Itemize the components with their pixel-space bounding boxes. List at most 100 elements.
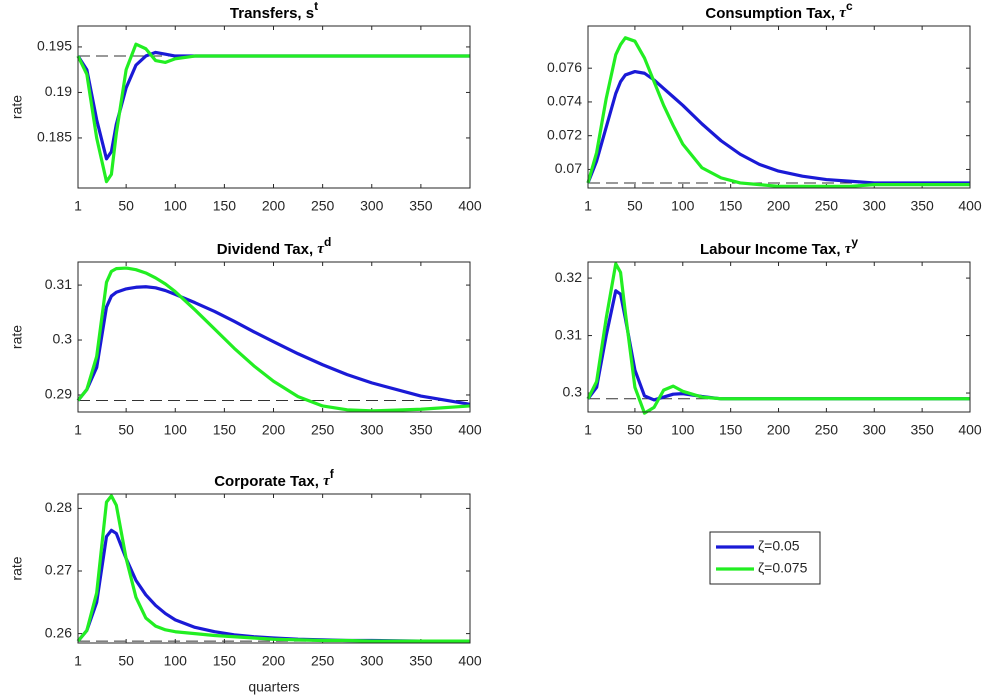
y-tick-label: 0.3 xyxy=(53,331,73,347)
x-tick-label: 350 xyxy=(409,198,433,214)
y-tick-label: 0.072 xyxy=(547,126,582,142)
x-tick-label: 100 xyxy=(671,198,695,214)
title-symbol: τ xyxy=(839,5,847,21)
title-superscript: t xyxy=(314,0,318,13)
x-tick-label: 350 xyxy=(910,422,934,438)
x-tick-label: 150 xyxy=(213,198,237,214)
x-tick-label: 400 xyxy=(958,198,982,214)
series-line xyxy=(586,69,970,185)
axes-background xyxy=(588,26,970,188)
title-superscript: y xyxy=(851,235,858,249)
x-tick-label: 1 xyxy=(584,422,592,438)
y-tick-label: 0.32 xyxy=(555,269,582,285)
x-tick-label: 50 xyxy=(118,198,134,214)
chart-title: Dividend Tax, τd xyxy=(217,235,332,258)
legend-box xyxy=(709,531,821,585)
y-tick-label: 0.26 xyxy=(45,624,72,640)
x-tick-label: 100 xyxy=(164,653,188,669)
x-tick-label: 1 xyxy=(74,198,82,214)
y-axis-label: rate xyxy=(9,95,25,119)
x-tick-label: 250 xyxy=(311,422,335,438)
x-tick-label: 300 xyxy=(360,653,384,669)
y-axis-label: rate xyxy=(9,325,25,349)
title-superscript: d xyxy=(324,235,331,249)
title-text: Dividend Tax, xyxy=(217,241,318,258)
x-tick-label: 300 xyxy=(360,422,384,438)
x-tick-label: 300 xyxy=(863,198,887,214)
y-tick-label: 0.076 xyxy=(547,59,582,75)
x-tick-label: 50 xyxy=(118,653,134,669)
x-tick-label: 350 xyxy=(409,422,433,438)
x-tick-label: 1 xyxy=(74,422,82,438)
x-tick-label: 50 xyxy=(118,422,134,438)
x-tick-label: 100 xyxy=(164,422,188,438)
chart-title: Corporate Tax, τf xyxy=(214,467,335,490)
y-tick-label: 0.074 xyxy=(547,93,582,109)
x-tick-label: 100 xyxy=(164,198,188,214)
title-text: Transfers, s xyxy=(230,5,314,22)
title-text: Consumption Tax, xyxy=(705,5,839,22)
legend-label: ζ=0.075 xyxy=(758,560,808,576)
x-tick-label: 150 xyxy=(719,422,743,438)
y-tick-label: 0.185 xyxy=(37,129,72,145)
title-text: Corporate Tax, xyxy=(214,473,323,490)
y-tick-label: 0.3 xyxy=(563,384,583,400)
axes-background xyxy=(78,262,470,412)
x-tick-label: 50 xyxy=(627,422,643,438)
chart-title: Transfers, st xyxy=(230,0,318,22)
x-tick-label: 150 xyxy=(719,198,743,214)
x-tick-label: 250 xyxy=(815,198,839,214)
y-tick-label: 0.19 xyxy=(45,83,72,99)
x-tick-label: 150 xyxy=(213,653,237,669)
title-symbol: τ xyxy=(317,241,325,257)
y-tick-label: 0.31 xyxy=(555,326,582,342)
x-tick-label: 400 xyxy=(958,422,982,438)
series-line xyxy=(586,262,970,415)
x-tick-label: 100 xyxy=(671,422,695,438)
x-tick-label: 200 xyxy=(767,198,791,214)
axes-box xyxy=(77,493,471,644)
chart-title: Labour Income Tax, τy xyxy=(700,235,858,258)
x-tick-label: 400 xyxy=(458,422,482,438)
x-tick-label: 200 xyxy=(262,422,286,438)
title-superscript: c xyxy=(846,0,853,13)
series-line xyxy=(586,36,970,188)
x-tick-label: 400 xyxy=(458,653,482,669)
x-tick-label: 200 xyxy=(767,422,791,438)
title-superscript: f xyxy=(330,467,335,481)
x-tick-label: 250 xyxy=(311,198,335,214)
x-tick-label: 200 xyxy=(262,198,286,214)
y-axis-label: rate xyxy=(9,556,25,580)
x-axis-label: quarters xyxy=(248,679,299,695)
axes-background xyxy=(78,494,470,643)
axes-box xyxy=(587,25,971,189)
x-tick-label: 1 xyxy=(74,653,82,669)
series-line xyxy=(76,42,470,184)
series-line xyxy=(76,266,471,413)
y-tick-label: 0.29 xyxy=(45,386,72,402)
x-tick-label: 350 xyxy=(409,653,433,669)
x-tick-label: 150 xyxy=(213,422,237,438)
axes-background xyxy=(78,26,470,188)
x-tick-label: 250 xyxy=(815,422,839,438)
title-symbol: τ xyxy=(845,241,853,257)
x-tick-label: 250 xyxy=(311,653,335,669)
y-tick-label: 0.28 xyxy=(45,499,72,515)
x-tick-label: 400 xyxy=(458,198,482,214)
y-tick-label: 0.07 xyxy=(555,160,582,176)
title-symbol: τ xyxy=(323,473,331,489)
axes-box xyxy=(587,261,971,413)
axes-box xyxy=(77,25,471,189)
x-tick-label: 300 xyxy=(360,198,384,214)
axes-background xyxy=(588,262,970,412)
x-tick-label: 300 xyxy=(863,422,887,438)
y-tick-label: 0.31 xyxy=(45,276,72,292)
x-tick-label: 1 xyxy=(584,198,592,214)
title-text: Labour Income Tax, xyxy=(700,241,845,258)
chart-title: Consumption Tax, τc xyxy=(705,0,853,22)
x-tick-label: 200 xyxy=(262,653,286,669)
series-line xyxy=(76,494,470,643)
series-line xyxy=(76,285,471,406)
legend-label: ζ=0.05 xyxy=(758,538,800,554)
